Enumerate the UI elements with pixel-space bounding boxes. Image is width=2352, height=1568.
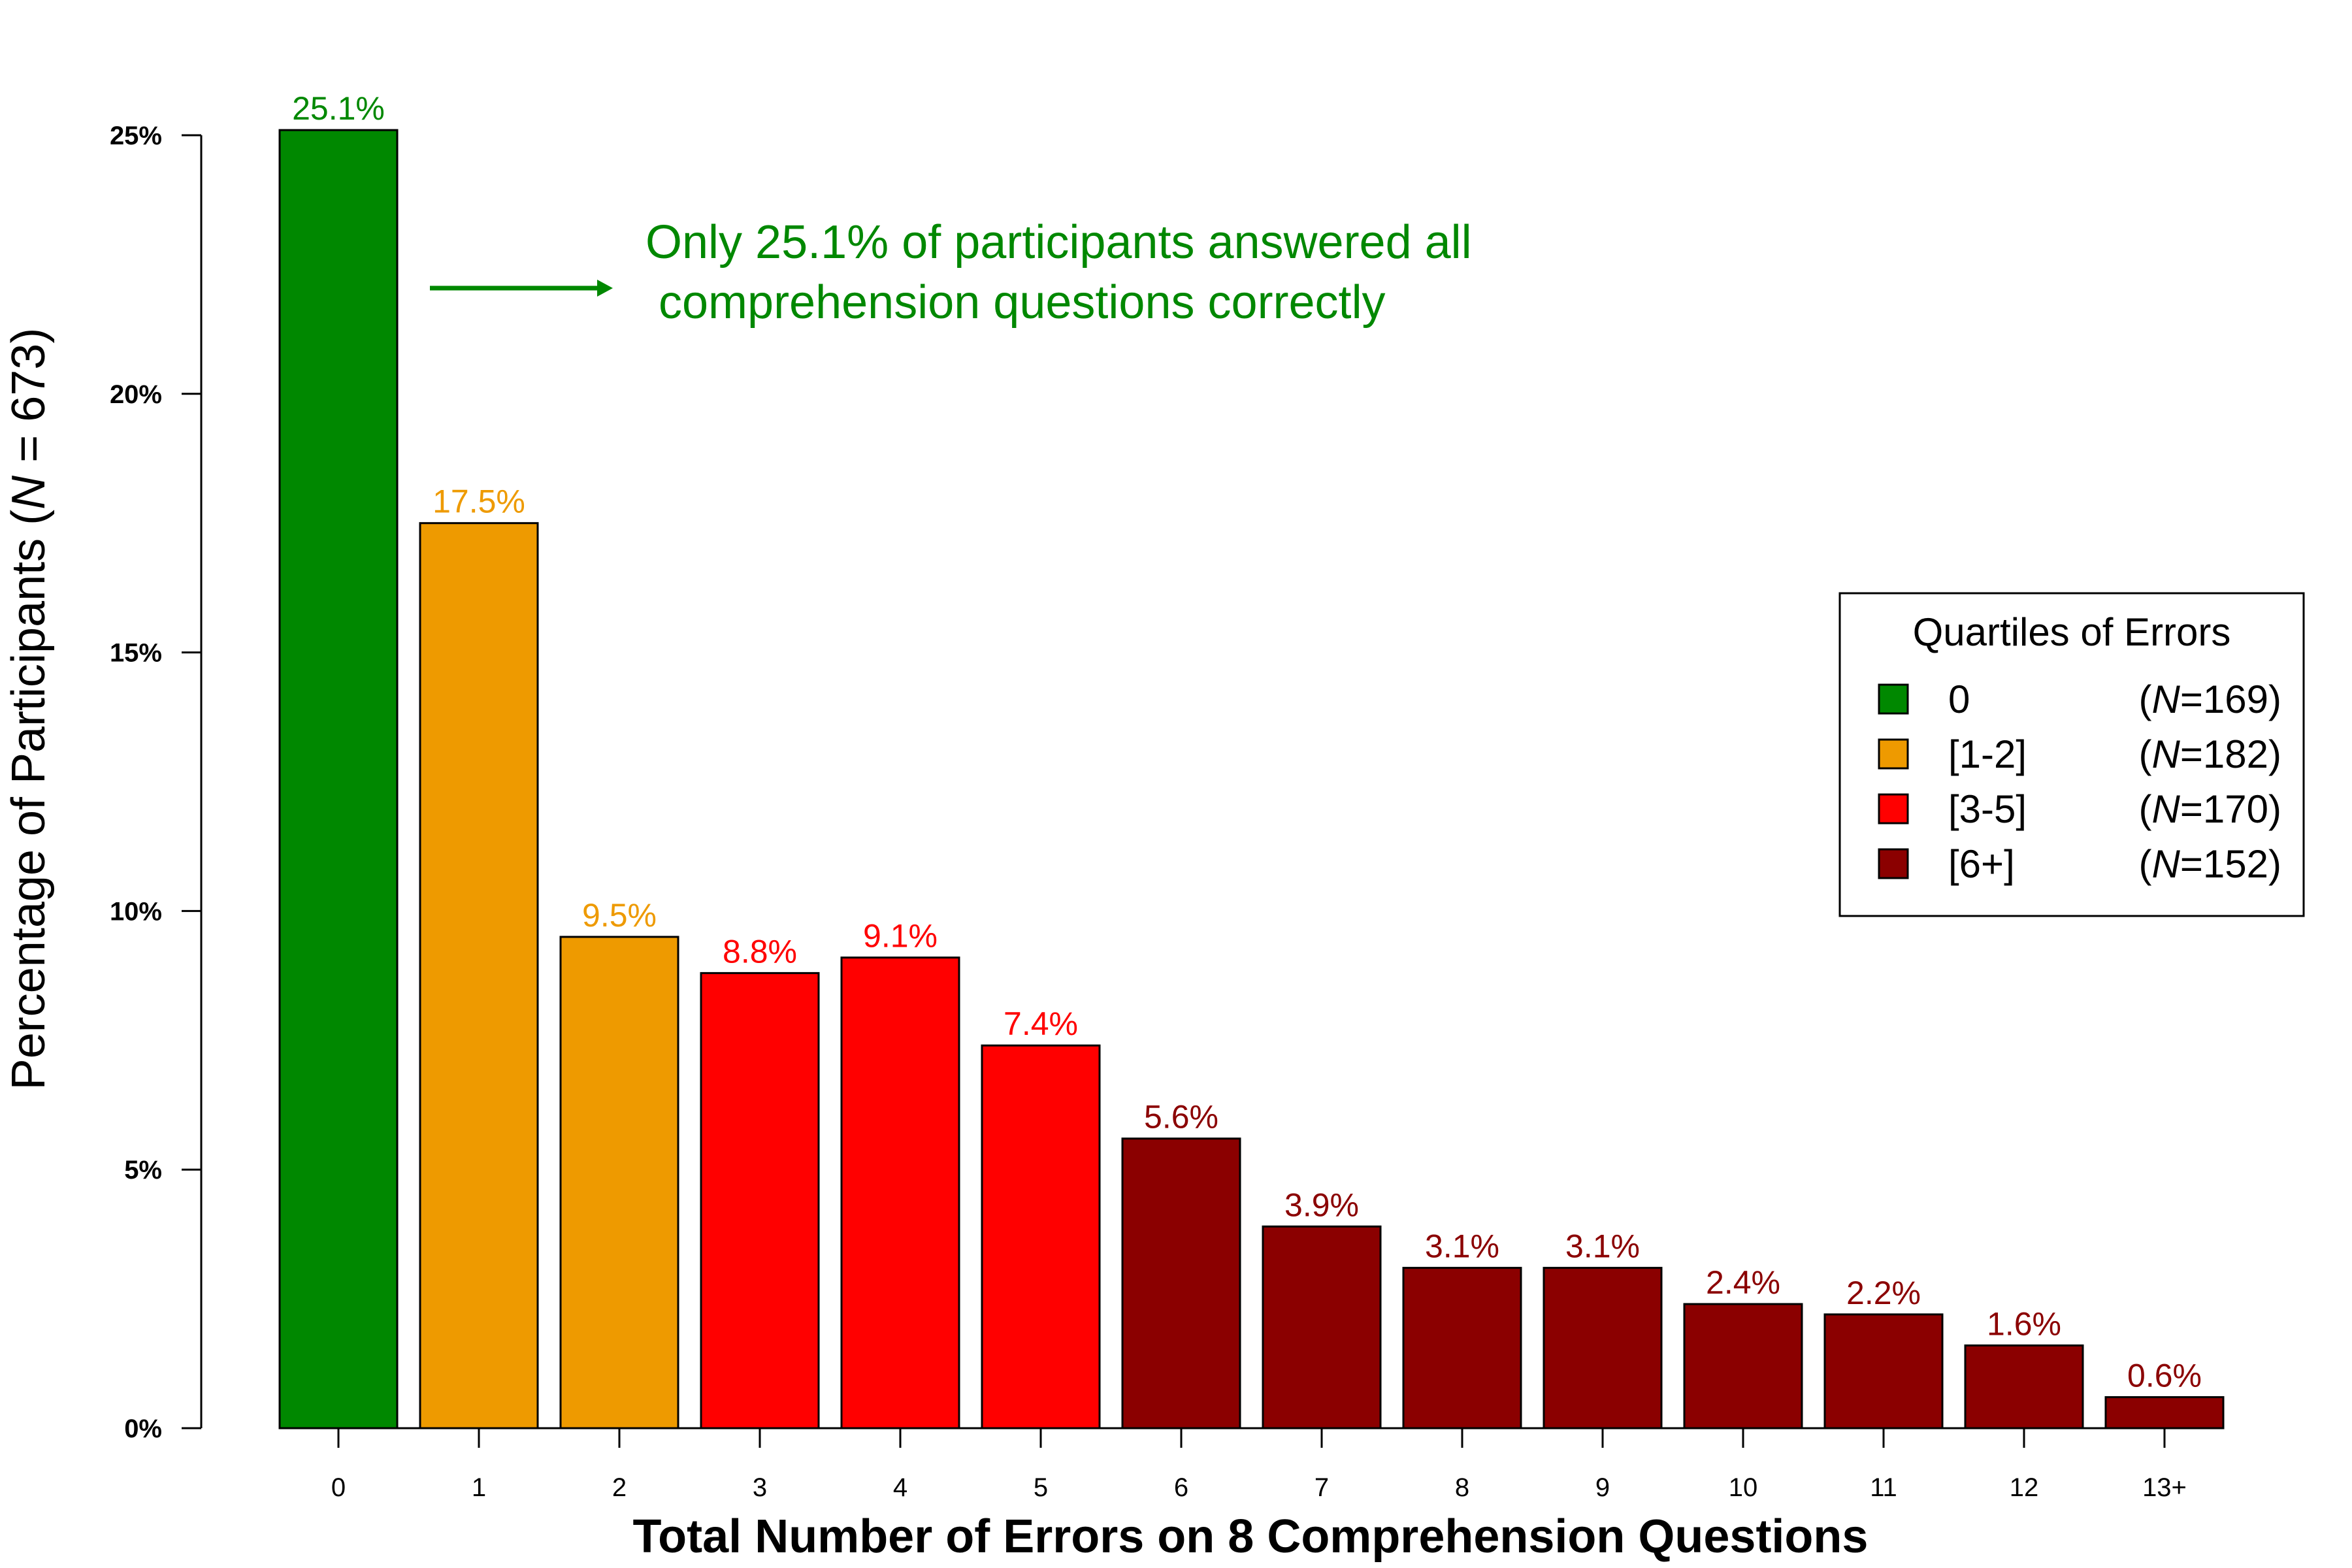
x-axis-title: Total Number of Errors on 8 Comprehensio… <box>633 1511 1869 1563</box>
legend-label: [1-2] <box>1948 732 2027 776</box>
x-tick-label: 0 <box>331 1473 346 1502</box>
bar <box>700 972 820 1429</box>
legend-count: (N=169) <box>2139 678 2281 721</box>
legend-swatch <box>1878 793 1909 825</box>
x-tick-label: 1 <box>472 1473 486 1502</box>
legend-label: 0 <box>1948 678 1970 721</box>
bar <box>1823 1313 1944 1429</box>
x-tick-label: 9 <box>1595 1473 1610 1502</box>
bar-value-label: 2.2% <box>1846 1275 1921 1311</box>
x-axis: 0 1 2 3 4 5 6 7 8 9 10 11 12 13+ <box>331 1427 2187 1502</box>
x-tick-label: 3 <box>753 1473 767 1502</box>
bar-value-label: 3.1% <box>1565 1228 1640 1265</box>
bar-value-label: 17.5% <box>433 483 525 520</box>
bar-value-label: 25.1% <box>292 90 385 127</box>
bar <box>840 956 960 1429</box>
y-tick-label: 10% <box>110 897 162 926</box>
y-tick-label: 20% <box>110 380 162 409</box>
legend: Quartiles of Errors 0 (N=169) [1-2] (N=182)… <box>1838 592 2305 917</box>
bar <box>2104 1396 2225 1429</box>
bars <box>278 129 2225 1429</box>
y-axis: 0% 5% 10% 15% 20% 25% <box>110 122 203 1443</box>
bar-value-label: 3.9% <box>1284 1186 1359 1223</box>
legend-label: [6+] <box>1948 842 2015 886</box>
legend-title: Quartiles of Errors <box>1913 610 2231 654</box>
bar-value-label: 0.6% <box>2127 1358 2202 1394</box>
bar <box>981 1044 1101 1429</box>
legend-swatch <box>1878 738 1909 770</box>
bar <box>1121 1137 1241 1429</box>
x-tick-label: 10 <box>1729 1473 1758 1502</box>
bar-value-label: 8.8% <box>723 933 797 970</box>
x-tick-label: 7 <box>1315 1473 1329 1502</box>
bar <box>559 936 679 1429</box>
bar-value-label: 7.4% <box>1004 1005 1078 1042</box>
legend-count: (N=170) <box>2139 787 2281 831</box>
annotation: Only 25.1% of participants answered all … <box>430 216 1472 329</box>
data-labels: 25.1% 17.5% 9.5% 8.8% 9.1% 7.4% 5.6% 3.9% 3.1% 3.… <box>292 90 2202 1394</box>
bar-value-label: 2.4% <box>1706 1264 1780 1301</box>
annotation-arrow-head <box>597 280 613 297</box>
legend-count: (N=182) <box>2139 732 2281 776</box>
bar-value-label: 9.1% <box>863 918 938 955</box>
x-tick-label: 8 <box>1455 1473 1469 1502</box>
bar <box>1964 1344 2084 1429</box>
y-tick-label: 5% <box>124 1156 162 1184</box>
x-tick-label: 4 <box>893 1473 907 1502</box>
legend-swatch <box>1878 683 1909 715</box>
y-tick-label: 25% <box>110 122 162 150</box>
legend-box <box>1838 592 2305 917</box>
bar <box>1402 1267 1522 1429</box>
bar <box>278 129 399 1429</box>
bar <box>1683 1303 1803 1429</box>
annotation-line-1: Only 25.1% of participants answered all <box>645 216 1472 269</box>
legend-count: (N=152) <box>2139 842 2281 886</box>
bar-value-label: 3.1% <box>1425 1228 1499 1265</box>
x-tick-label: 12 <box>2010 1473 2039 1502</box>
x-tick-label: 6 <box>1174 1473 1188 1502</box>
bar <box>1262 1225 1382 1429</box>
bar <box>419 522 539 1429</box>
bar-value-label: 9.5% <box>582 897 657 934</box>
legend-swatch <box>1878 848 1909 879</box>
bar <box>1543 1267 1663 1429</box>
x-tick-label: 11 <box>1870 1473 1897 1502</box>
y-tick-label: 15% <box>110 639 162 668</box>
y-tick-label: 0% <box>124 1414 162 1443</box>
bar-value-label: 5.6% <box>1144 1099 1218 1135</box>
y-axis-title: Percentage of Participants (N = 673) <box>3 328 55 1090</box>
legend-items: 0 (N=169) [1-2] (N=182) [3-5] (N=170) [6+] (N=1… <box>1878 678 2281 886</box>
x-tick-label: 2 <box>612 1473 627 1502</box>
legend-label: [3-5] <box>1948 787 2027 831</box>
x-tick-label: 5 <box>1034 1473 1048 1502</box>
x-tick-label: 13+ <box>2142 1473 2187 1502</box>
bar-value-label: 1.6% <box>1987 1305 2061 1342</box>
annotation-line-2: comprehension questions correctly <box>645 276 1386 329</box>
